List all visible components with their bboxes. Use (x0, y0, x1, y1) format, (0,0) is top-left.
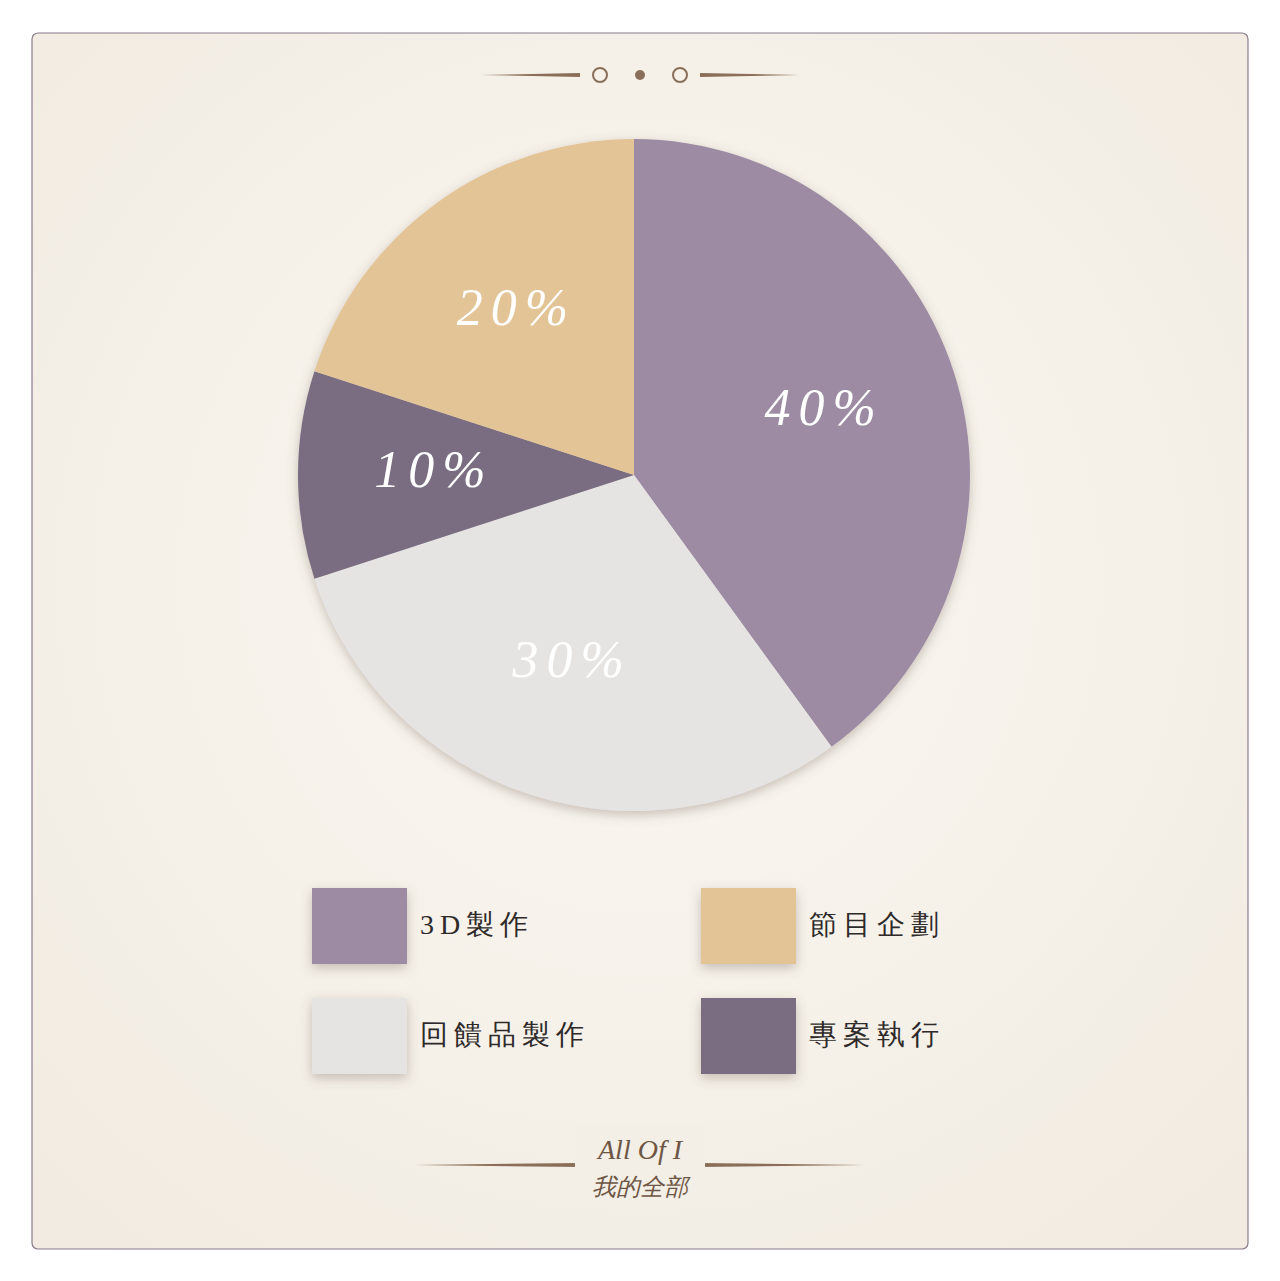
data-label: 20% (457, 279, 576, 336)
legend-swatch (701, 888, 796, 964)
logo-text: 我的全部 (592, 1174, 691, 1200)
legend-swatch (701, 998, 796, 1074)
ornament-line (700, 1163, 865, 1167)
ornament-line (700, 73, 800, 77)
top-ornament (480, 68, 800, 82)
legend-label: 3D製作 (420, 909, 534, 940)
legend-item: 專案執行 (701, 998, 945, 1074)
ornament-line (480, 73, 580, 77)
logo-text: All Of I (596, 1134, 684, 1165)
logo-bg (575, 1125, 705, 1205)
legend-label: 節目企劃 (809, 909, 945, 940)
data-label: 30% (512, 631, 632, 688)
ornament-swirl (673, 68, 687, 82)
legend: 3D製作回饋品製作 專案執行 節目企劃 (312, 888, 945, 1074)
ornament-dot (635, 70, 645, 80)
page-bg (0, 0, 1280, 1281)
legend-label: 專案執行 (809, 1019, 945, 1050)
legend-item: 3D製作 (312, 888, 534, 964)
chart-svg: 40% 30% 10% 20% 3D製作回饋品製作 專案執行 節目企劃 All Of I 我的全… (0, 0, 1280, 1281)
data-label: 40% (765, 379, 884, 436)
pie-slice (314, 139, 634, 475)
pie (298, 139, 970, 811)
legend-item: 節目企劃 (701, 888, 945, 964)
ornament-swirl (593, 68, 607, 82)
legend-swatch (312, 998, 407, 1074)
legend-item: 回饋品製作 (312, 998, 590, 1074)
frame (32, 33, 1248, 1249)
logo: All Of I 我的全部 (575, 1125, 705, 1205)
legend-label: 回饋品製作 (420, 1019, 590, 1050)
data-label: 10% (374, 441, 493, 498)
data-labels: 40% 30% 10% 20% (374, 279, 884, 688)
ornament-line (415, 1163, 580, 1167)
legend-swatch (312, 888, 407, 964)
